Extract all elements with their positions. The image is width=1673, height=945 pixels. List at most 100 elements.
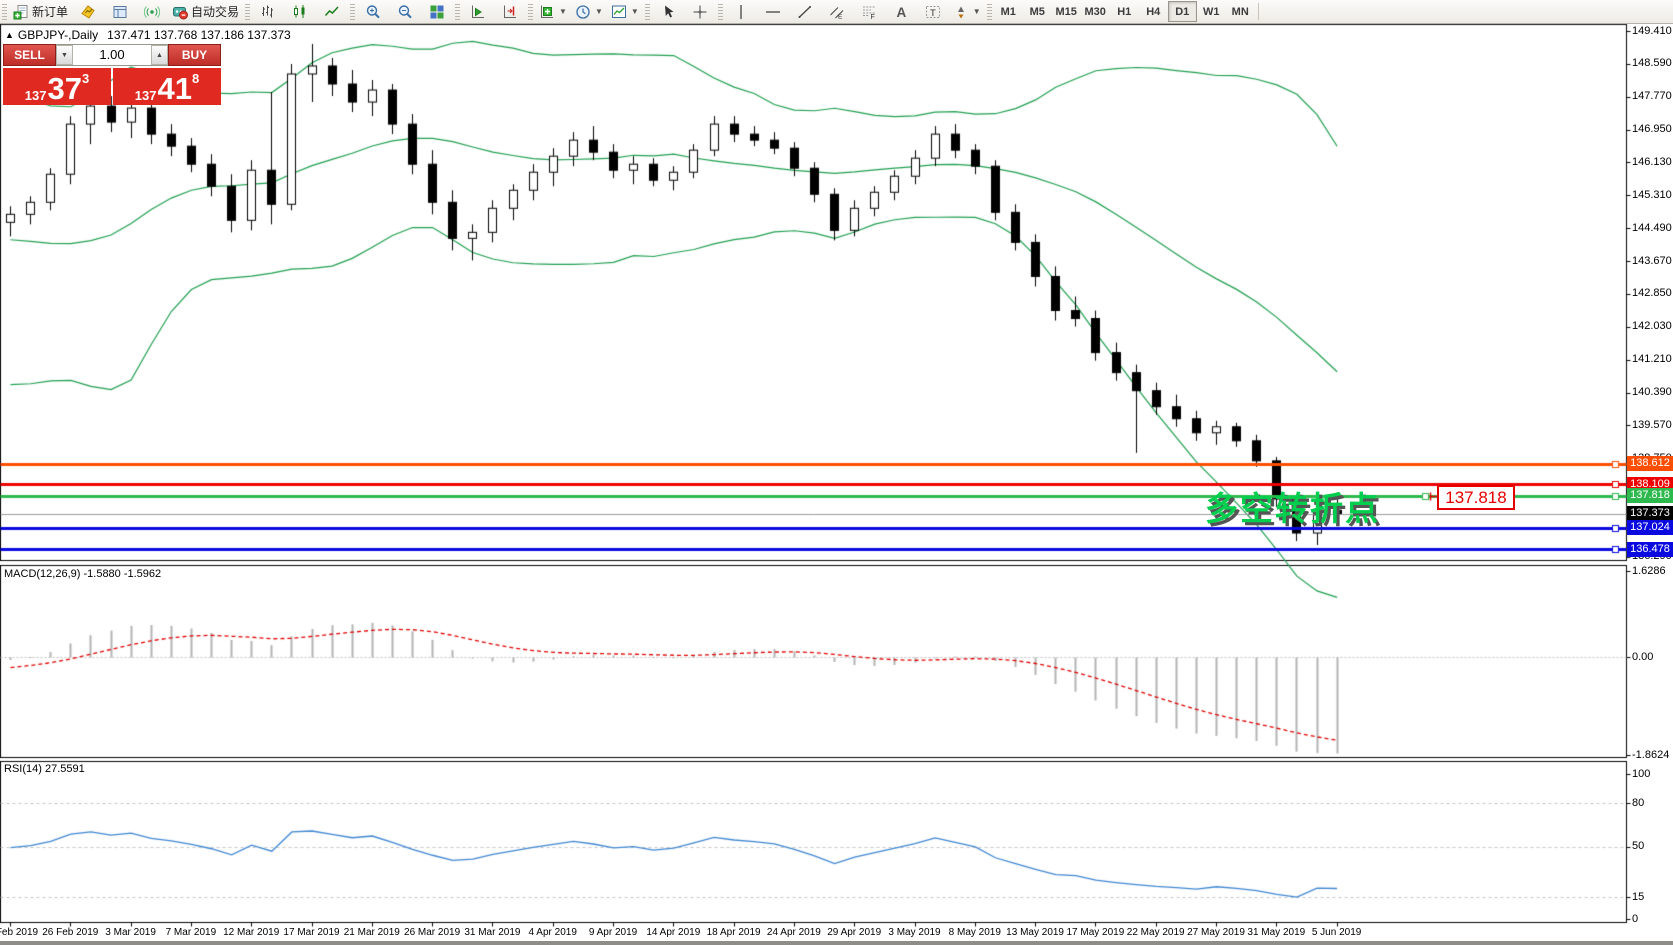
template-icon bbox=[611, 5, 626, 18]
horizontal-line-button[interactable] bbox=[757, 1, 789, 23]
fibonacci-retracement-button[interactable]: F bbox=[853, 1, 885, 23]
date-axis-label: 21 Feb 2019 bbox=[0, 927, 39, 938]
buy-button[interactable]: BUY bbox=[168, 44, 221, 66]
market-watch-button[interactable] bbox=[72, 1, 104, 23]
price-axis-label: 146.130 bbox=[1632, 155, 1672, 168]
chart-shift-button[interactable] bbox=[494, 1, 526, 23]
toolbar-group-handle[interactable] bbox=[986, 3, 992, 20]
timeframe-h4-button[interactable]: H4 bbox=[1146, 5, 1161, 18]
date-axis-label: 27 May 2019 bbox=[1187, 927, 1245, 938]
trendline-button[interactable] bbox=[789, 1, 821, 23]
bull-bear-turning-point-annotation[interactable]: 多空转折点 bbox=[1205, 490, 1380, 527]
new-order-icon bbox=[13, 4, 28, 19]
price-callout-137818[interactable]: 137.818 bbox=[1437, 485, 1515, 510]
volume-input[interactable]: 1.00 bbox=[99, 47, 125, 62]
macd-values: -1.5880 -1.5962 bbox=[83, 568, 162, 580]
rsi-axis-label: 0 bbox=[1632, 912, 1639, 925]
macd-axis-label: 1.6286 bbox=[1632, 564, 1666, 577]
buy-price-display[interactable]: 137 41 8 bbox=[113, 68, 221, 105]
zoom-out-button[interactable] bbox=[389, 1, 421, 23]
macd-indicator-label: MACD(12,26,9) -1.5880 -1.5962 bbox=[4, 568, 162, 580]
sell-price-sup: 3 bbox=[81, 71, 90, 86]
rsi-value: 27.5591 bbox=[44, 763, 85, 775]
sell-button[interactable]: SELL bbox=[3, 44, 56, 66]
timeframe-m5-button[interactable]: M5 bbox=[1029, 5, 1045, 18]
toolbar-group-handle[interactable] bbox=[245, 3, 251, 20]
price-axis-label: 145.310 bbox=[1632, 188, 1672, 201]
clock-icon bbox=[576, 4, 590, 19]
indicators-dropdown-arrow-icon[interactable]: ▼ bbox=[559, 7, 567, 16]
line-chart-mode-button[interactable] bbox=[316, 1, 348, 23]
auto-scroll-icon bbox=[472, 5, 485, 18]
periods-dropdown-arrow-icon[interactable]: ▼ bbox=[594, 7, 603, 16]
sell-price-display[interactable]: 137 37 3 bbox=[3, 68, 111, 105]
templates-button[interactable]: ▼ bbox=[607, 1, 643, 23]
toolbar-group-handle[interactable] bbox=[717, 3, 723, 20]
periods-button[interactable]: ▼ bbox=[571, 1, 607, 23]
data-window-icon bbox=[113, 5, 127, 18]
toolbar-group-handle[interactable] bbox=[455, 3, 461, 20]
text-button[interactable]: A bbox=[885, 1, 917, 23]
arrows-button[interactable]: ▼ bbox=[949, 1, 985, 23]
macd-axis-label: -1.8624 bbox=[1632, 748, 1670, 761]
toolbar-group-handle[interactable] bbox=[528, 3, 534, 20]
equidistant-channel-button[interactable]: E bbox=[821, 1, 853, 23]
templates-dropdown-arrow-icon[interactable]: ▼ bbox=[630, 7, 639, 16]
cursor-icon bbox=[664, 5, 674, 17]
label-t-icon: T bbox=[925, 5, 940, 18]
toolbar-separator bbox=[1257, 3, 1259, 20]
toolbar-group-handle[interactable] bbox=[2, 3, 7, 20]
arrows-dropdown-arrow-icon[interactable]: ▼ bbox=[972, 7, 981, 16]
zoom-out-icon bbox=[398, 4, 412, 18]
indicators-button[interactable]: ▼ bbox=[535, 1, 571, 23]
date-axis-label: 22 May 2019 bbox=[1126, 927, 1185, 938]
timeframe-mn-button[interactable]: MN bbox=[1231, 5, 1249, 18]
new-order-button[interactable]: 新订单 bbox=[9, 1, 72, 23]
buy-price-sup: 8 bbox=[191, 71, 200, 86]
symbol-period-label: GBPJPY-,Daily bbox=[17, 28, 99, 42]
price-axis-label: 146.950 bbox=[1632, 123, 1672, 136]
new-order-label: 新订单 bbox=[32, 5, 69, 19]
date-axis-label: 21 Mar 2019 bbox=[343, 927, 400, 938]
rsi-axis-label: 80 bbox=[1632, 796, 1645, 809]
text-label-button[interactable]: T bbox=[917, 1, 949, 23]
window-bottom-edge bbox=[0, 941, 1673, 945]
date-axis-label: 24 Apr 2019 bbox=[766, 927, 821, 938]
fibo-icon: F bbox=[862, 6, 875, 20]
tile-windows-button[interactable] bbox=[421, 1, 453, 23]
auto-trading-icon bbox=[173, 6, 189, 19]
candlestick-mode-button[interactable] bbox=[284, 1, 316, 23]
arrows-icon bbox=[957, 6, 964, 18]
date-axis-label: 4 Apr 2019 bbox=[528, 927, 577, 938]
timeframe-m15-button[interactable]: M15 bbox=[1055, 5, 1077, 18]
ohlc-values: 137.471 137.768 137.186 137.373 bbox=[107, 28, 291, 42]
timeframe-m30-button[interactable]: M30 bbox=[1084, 5, 1106, 18]
toolbar-group-handle[interactable] bbox=[350, 3, 356, 20]
hline-icon bbox=[765, 10, 780, 13]
price-axis-label: 139.570 bbox=[1632, 418, 1672, 431]
crosshair-button[interactable] bbox=[684, 1, 716, 23]
zoom-in-button[interactable] bbox=[357, 1, 389, 23]
timeframe-h1-button[interactable]: H1 bbox=[1117, 5, 1132, 18]
date-axis-label: 3 May 2019 bbox=[888, 927, 941, 938]
volume-increase-button[interactable]: ▲ bbox=[151, 45, 168, 65]
auto-scroll-button[interactable] bbox=[462, 1, 494, 23]
collapse-arrow-icon[interactable]: ▲ bbox=[5, 30, 14, 40]
data-window-button[interactable] bbox=[104, 1, 136, 23]
price-tag-138_612: 138.612 bbox=[1627, 456, 1673, 472]
bar-chart-mode-button[interactable] bbox=[252, 1, 284, 23]
toolbar-group-handle[interactable] bbox=[644, 3, 650, 20]
price-axis-label: 142.030 bbox=[1632, 320, 1672, 333]
auto-trading-button[interactable]: 自动交易 bbox=[168, 1, 243, 23]
volume-decrease-button[interactable]: ▼ bbox=[56, 45, 73, 65]
signals-button[interactable] bbox=[136, 1, 168, 23]
timeframe-m1-button[interactable]: M1 bbox=[1000, 5, 1016, 18]
vertical-line-button[interactable] bbox=[725, 1, 757, 23]
timeframe-w1-button[interactable]: W1 bbox=[1202, 5, 1220, 18]
trendline-icon bbox=[798, 5, 811, 18]
timeframe-d1-button[interactable]: D1 bbox=[1167, 1, 1197, 22]
price-tag-136_478: 136.478 bbox=[1627, 541, 1673, 557]
cursor-button[interactable] bbox=[652, 1, 684, 23]
sell-price-prefix: 137 bbox=[24, 88, 47, 103]
